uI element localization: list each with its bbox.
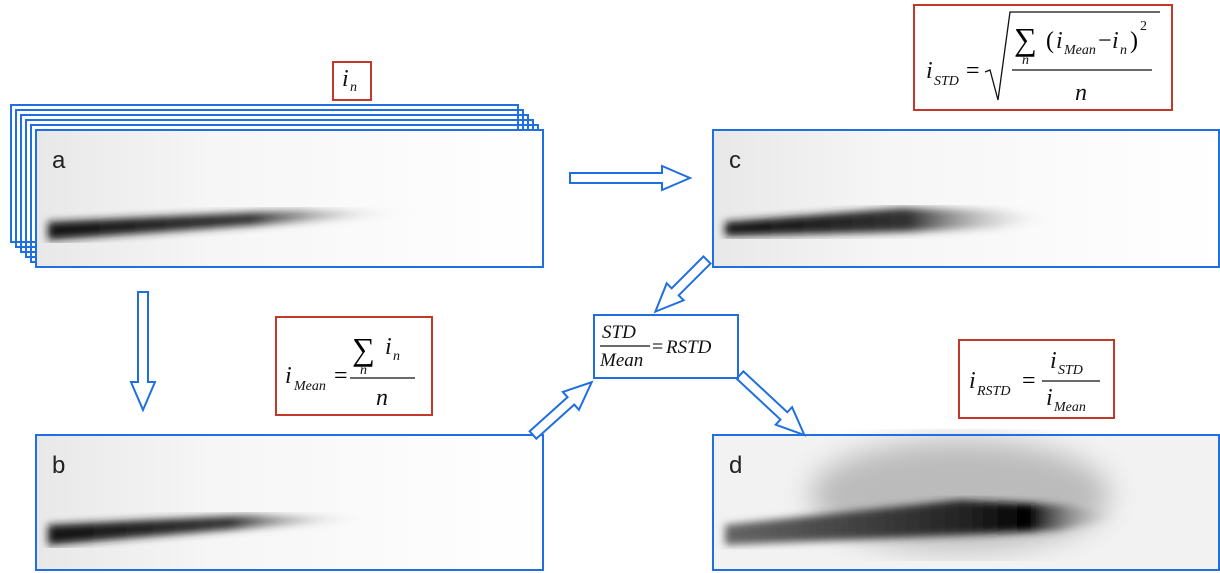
symbol: i: [1112, 28, 1119, 54]
subscript: RSTD: [976, 384, 1010, 399]
operator: =: [1022, 368, 1036, 394]
panel-label: a: [52, 147, 66, 174]
subscript: n: [393, 349, 400, 364]
operator: =: [652, 336, 663, 358]
result: RSTD: [665, 337, 712, 358]
subscript: STD: [934, 74, 959, 89]
operator: −: [1098, 28, 1112, 54]
symbol: i: [926, 58, 933, 84]
symbol: i: [385, 334, 392, 360]
paren: ): [1130, 28, 1138, 54]
panel-d: d: [713, 435, 1219, 570]
panel-a: a: [36, 130, 543, 267]
formula-ratio: STD Mean = RSTD: [594, 315, 738, 378]
subscript: Mean: [293, 379, 326, 394]
formula-in: i n: [333, 62, 371, 100]
denominator: Mean: [599, 350, 643, 371]
subscript: n: [1120, 43, 1127, 58]
exponent: 2: [1140, 19, 1147, 34]
sum: ∑: [1014, 21, 1037, 57]
formula-rstd: i RSTD = i STD i Mean: [959, 340, 1114, 418]
formula-mean: i Mean = ∑ n i n n: [276, 317, 432, 415]
symbol: n: [376, 385, 388, 411]
panel-label: b: [52, 452, 65, 479]
symbol: i: [969, 368, 976, 394]
subscript: n: [360, 363, 367, 378]
operator: =: [334, 363, 348, 389]
subscript: n: [1022, 53, 1029, 68]
panel-c: c: [713, 130, 1219, 267]
symbol: i: [1050, 348, 1057, 374]
symbol: i: [342, 66, 349, 92]
subscript: STD: [1058, 363, 1083, 378]
symbol: i: [1056, 28, 1063, 54]
subscript: Mean: [1053, 400, 1086, 415]
numerator: STD: [602, 322, 636, 343]
diagram: a b c d i n i Mean = ∑ n i n n i STD = ∑…: [0, 0, 1220, 573]
subscript: Mean: [1063, 43, 1096, 58]
panel-label: c: [729, 147, 741, 174]
operator: =: [966, 58, 980, 84]
subscript: n: [350, 80, 357, 95]
panel-b: b: [36, 435, 543, 570]
formula-std: i STD = ∑ n ( i Mean − i n ) 2 n: [914, 5, 1172, 110]
symbol: i: [285, 363, 292, 389]
sum: ∑: [352, 331, 375, 367]
panel-label: d: [729, 452, 742, 479]
symbol: i: [1046, 385, 1053, 411]
symbol: n: [1075, 80, 1087, 106]
paren: (: [1046, 28, 1054, 54]
